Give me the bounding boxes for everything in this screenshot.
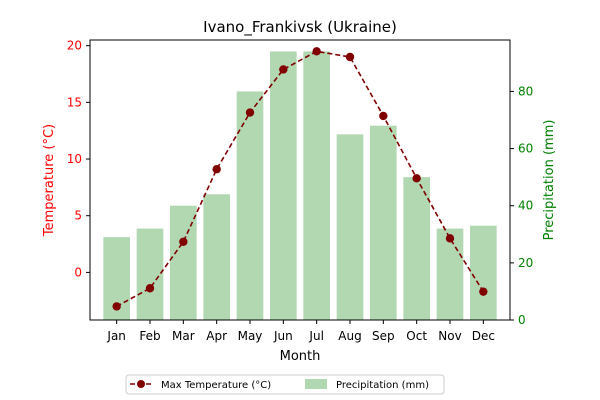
- precipitation-bar-jul: [303, 51, 330, 321]
- precipitation-bar-nov: [436, 228, 464, 320]
- left-y-axis-label: Temperature (°C): [42, 124, 57, 237]
- precipitation-bar-dec: [470, 225, 497, 320]
- legend-line-marker: [137, 380, 145, 388]
- x-tick-label: Apr: [206, 329, 227, 343]
- precipitation-bar-aug: [336, 134, 364, 320]
- x-tick-label: Nov: [438, 329, 461, 343]
- legend-line-label: Max Temperature (°C): [161, 380, 271, 391]
- x-tick-label: Sep: [372, 329, 395, 343]
- x-axis-label: Month: [280, 349, 321, 364]
- temperature-point-nov: [445, 234, 455, 243]
- right-y-tick-label: 40: [518, 199, 533, 213]
- left-y-tick-label: 15: [67, 95, 82, 109]
- temperature-line: [116, 50, 485, 308]
- line-layer: [112, 47, 488, 311]
- precipitation-bar-sep: [370, 125, 397, 320]
- temperature-point-sep: [379, 111, 388, 121]
- left-y-tick-label: 10: [67, 152, 82, 166]
- right-y-tick-label: 20: [518, 256, 533, 270]
- temperature-point-dec: [479, 287, 488, 296]
- temperature-point-mar: [179, 237, 188, 246]
- left-y-tick-label: 5: [74, 209, 82, 223]
- precipitation-bar-mar: [170, 205, 197, 320]
- x-tick-label: Feb: [139, 329, 160, 343]
- x-tick-label: May: [238, 329, 263, 343]
- x-tick-label: Mar: [172, 329, 195, 343]
- x-tick-label: Jul: [308, 329, 323, 343]
- precipitation-bar-oct: [403, 177, 430, 320]
- bars-layer: [103, 51, 497, 321]
- x-tick-label: Jan: [106, 329, 126, 343]
- x-tick-label: Oct: [406, 329, 427, 343]
- temperature-point-oct: [412, 174, 421, 183]
- right-y-tick-label: 0: [518, 313, 526, 327]
- legend-bar-label: Precipitation (mm): [336, 380, 429, 391]
- left-y-tick-label: 20: [67, 39, 82, 53]
- x-tick-label: Aug: [338, 329, 361, 343]
- right-y-tick-label: 80: [518, 84, 533, 98]
- precipitation-bar-feb: [136, 228, 164, 320]
- temperature-point-jul: [312, 47, 321, 56]
- precipitation-bar-apr: [203, 194, 230, 320]
- axes-layer: Jan Feb Mar Apr May Jun Jul Aug Sep Oct Nov Dec 0 5 10…: [67, 39, 534, 343]
- temperature-point-jun: [279, 65, 288, 74]
- precipitation-bar-may: [236, 91, 264, 320]
- chart-title: Ivano_Frankivsk (Ukraine): [203, 18, 397, 37]
- legend: Max Temperature (°C) Precipitation (mm): [125, 374, 445, 395]
- temperature-point-jan: [112, 302, 121, 311]
- temperature-point-aug: [345, 52, 355, 62]
- x-tick-label: Dec: [472, 329, 495, 343]
- legend-frame: [125, 374, 445, 395]
- temperature-point-may: [245, 108, 255, 117]
- temperature-point-apr: [212, 165, 221, 174]
- legend-bar-swatch: [305, 379, 327, 389]
- precipitation-bar-jun: [270, 51, 297, 321]
- right-y-axis-label: Precipitation (mm): [542, 120, 557, 241]
- temperature-point-feb: [145, 284, 155, 293]
- left-y-tick-label: 0: [74, 265, 82, 279]
- x-tick-label: Jun: [273, 329, 293, 343]
- plot-frame: [89, 39, 511, 321]
- right-y-tick-label: 60: [518, 142, 533, 156]
